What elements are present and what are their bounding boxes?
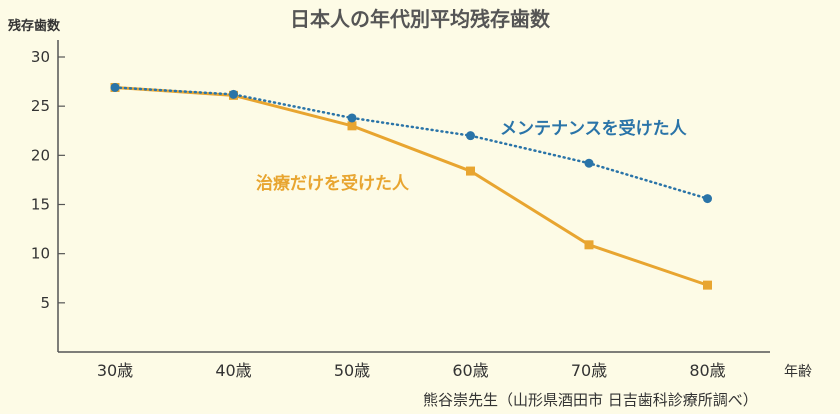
x-tick-label: 50歳 [334,361,370,380]
series-label-treatment-only: 治療だけを受けた人 [256,173,410,194]
x-tick-label: 80歳 [689,361,725,380]
series-group [110,82,712,290]
y-tick-label: 10 [31,245,50,263]
data-point-treatment-only [584,240,594,250]
y-axis: 5 10 15 20 25 30 [31,40,65,352]
x-axis: 30歳 40歳 50歳 60歳 70歳 80歳 [58,351,770,380]
x-tick-label: 60歳 [452,361,488,380]
chart-title: 日本人の年代別平均残存歯数 [290,7,551,31]
data-point-maintenance [584,158,594,168]
x-axis-label: 年齢 [784,364,812,380]
data-point-maintenance [347,113,357,123]
source-note: 熊谷崇先生（山形県酒田市 日吉歯科診療所調べ） [423,391,758,409]
y-tick-label: 25 [31,97,50,115]
x-tick-label: 30歳 [97,361,133,380]
y-tick-label: 20 [31,146,50,164]
data-point-maintenance [229,89,238,99]
y-tick-label: 30 [31,48,50,66]
data-point-treatment-only [347,121,357,131]
data-point-maintenance [703,194,712,204]
data-point-maintenance [110,82,120,92]
y-axis-label: 残存歯数 [8,18,61,34]
data-point-treatment-only [466,166,475,176]
y-tick-label: 5 [40,294,50,312]
x-tick-label: 70歳 [571,361,607,380]
data-point-maintenance [466,131,475,141]
series-line-treatment-only [114,85,708,287]
x-tick-label: 40歳 [215,361,251,380]
data-point-treatment-only [703,280,712,290]
series-line-maintenance [113,86,709,200]
series-label-maintenance: メンテナンスを受けた人 [500,118,688,139]
y-tick-label: 15 [31,196,50,214]
